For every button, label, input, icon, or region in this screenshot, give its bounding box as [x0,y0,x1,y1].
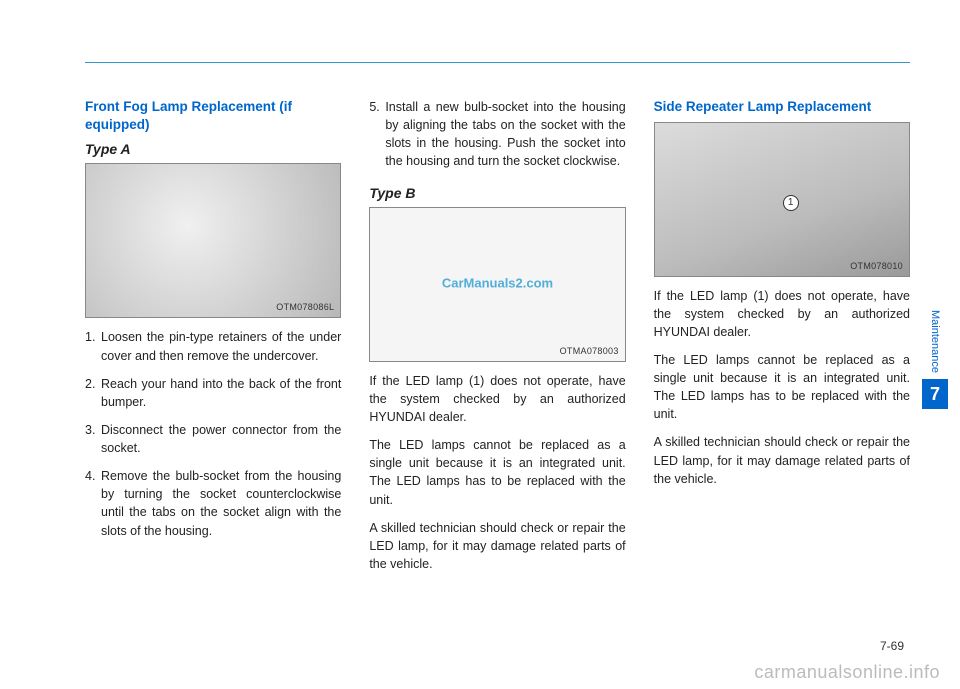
figure-caption: OTM078086L [276,301,334,314]
watermark-center: CarManuals2.com [442,275,553,294]
paragraph: A skilled technician should check or rep… [654,433,910,487]
paragraph: The LED lamps cannot be replaced as a si… [654,351,910,424]
step-text: Install a new bulb-socket into the housi… [385,98,625,171]
chapter-number: 7 [922,379,948,409]
step-3: 3. Disconnect the power connector from t… [85,421,341,457]
step-5: 5. Install a new bulb-socket into the ho… [369,98,625,171]
step-text: Reach your hand into the back of the fro… [101,375,341,411]
step-number: 3. [85,421,101,457]
step-number: 2. [85,375,101,411]
step-4: 4. Remove the bulb-socket from the housi… [85,467,341,540]
column-3: Side Repeater Lamp Replacement 1 OTM0780… [654,98,910,583]
paragraph: If the LED lamp (1) does not operate, ha… [369,372,625,426]
step-number: 1. [85,328,101,364]
section-title-side-repeater: Side Repeater Lamp Replacement [654,98,910,116]
manual-page: Front Fog Lamp Replacement (if equipped)… [0,0,960,689]
step-text: Remove the bulb-socket from the housing … [101,467,341,540]
footer-watermark: carmanualsonline.info [754,662,940,683]
figure-callout-1: 1 [783,195,799,211]
top-rule [85,62,910,63]
section-title-fog-lamp: Front Fog Lamp Replacement (if equipped) [85,98,341,133]
column-1: Front Fog Lamp Replacement (if equipped)… [85,98,341,583]
figure-caption: OTMA078003 [560,345,619,358]
type-b-label: Type B [369,183,625,203]
figure-type-b: CarManuals2.com OTMA078003 [369,207,625,362]
paragraph: If the LED lamp (1) does not operate, ha… [654,287,910,341]
step-text: Loosen the pin-type retainers of the und… [101,328,341,364]
paragraph: A skilled technician should check or rep… [369,519,625,573]
step-text: Disconnect the power connector from the … [101,421,341,457]
column-2: 5. Install a new bulb-socket into the ho… [369,98,625,583]
paragraph: The LED lamps cannot be replaced as a si… [369,436,625,509]
step-1: 1. Loosen the pin-type retainers of the … [85,328,341,364]
step-number: 4. [85,467,101,540]
chapter-label: Maintenance [929,310,941,373]
step-2: 2. Reach your hand into the back of the … [85,375,341,411]
content-columns: Front Fog Lamp Replacement (if equipped)… [85,98,910,583]
step-number: 5. [369,98,385,171]
figure-side-repeater: 1 OTM078010 [654,122,910,277]
figure-caption: OTM078010 [850,260,903,273]
type-a-label: Type A [85,139,341,159]
figure-type-a: OTM078086L [85,163,341,318]
chapter-tab: Maintenance 7 [922,310,948,409]
page-number: 7-69 [880,639,904,653]
